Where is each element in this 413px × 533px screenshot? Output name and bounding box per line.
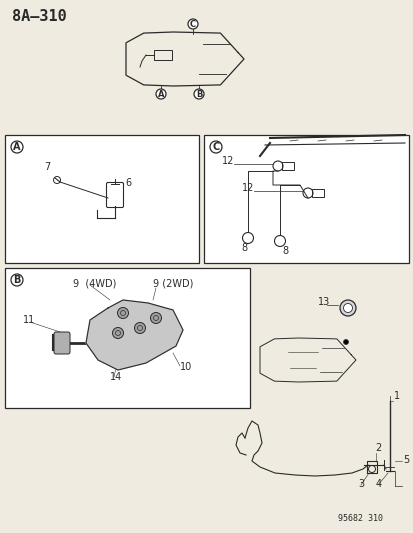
Bar: [5, 268, 249, 408]
Circle shape: [343, 303, 351, 312]
Text: 6: 6: [125, 178, 131, 188]
Text: 12: 12: [221, 156, 234, 166]
Text: 1: 1: [393, 391, 399, 401]
Text: C: C: [190, 20, 196, 28]
Circle shape: [112, 327, 123, 338]
Polygon shape: [86, 300, 183, 370]
Text: 3: 3: [357, 479, 363, 489]
Circle shape: [117, 308, 128, 319]
Text: 14: 14: [110, 372, 122, 382]
Text: 12: 12: [242, 183, 254, 193]
Text: A: A: [157, 90, 164, 99]
Text: 9  (4WD): 9 (4WD): [73, 278, 116, 288]
Text: 8: 8: [240, 243, 247, 253]
Text: A: A: [13, 142, 21, 152]
Circle shape: [11, 141, 23, 153]
Text: 2: 2: [374, 443, 380, 453]
Text: C: C: [212, 142, 219, 152]
Text: 13: 13: [317, 297, 330, 307]
Text: 9 (2WD): 9 (2WD): [153, 278, 193, 288]
Circle shape: [134, 322, 145, 334]
Text: 8A–310: 8A–310: [12, 9, 66, 24]
Text: 4: 4: [375, 479, 381, 489]
Text: 5: 5: [402, 455, 408, 465]
Text: B: B: [13, 275, 21, 285]
Bar: [281, 162, 293, 170]
Bar: [5, 135, 199, 263]
Circle shape: [339, 300, 355, 316]
Circle shape: [11, 274, 23, 286]
Text: B: B: [195, 90, 202, 99]
Circle shape: [194, 89, 204, 99]
Bar: [311, 189, 323, 197]
Circle shape: [150, 312, 161, 324]
Circle shape: [156, 89, 166, 99]
FancyBboxPatch shape: [54, 332, 70, 354]
Text: 95682 310: 95682 310: [337, 514, 382, 523]
Text: 8: 8: [281, 246, 287, 256]
Circle shape: [188, 19, 197, 29]
Bar: [204, 135, 408, 263]
Text: 7: 7: [44, 162, 50, 172]
Circle shape: [209, 141, 221, 153]
Bar: [154, 50, 171, 60]
Text: 10: 10: [180, 362, 192, 372]
Circle shape: [343, 340, 348, 344]
Text: 11: 11: [23, 315, 35, 325]
